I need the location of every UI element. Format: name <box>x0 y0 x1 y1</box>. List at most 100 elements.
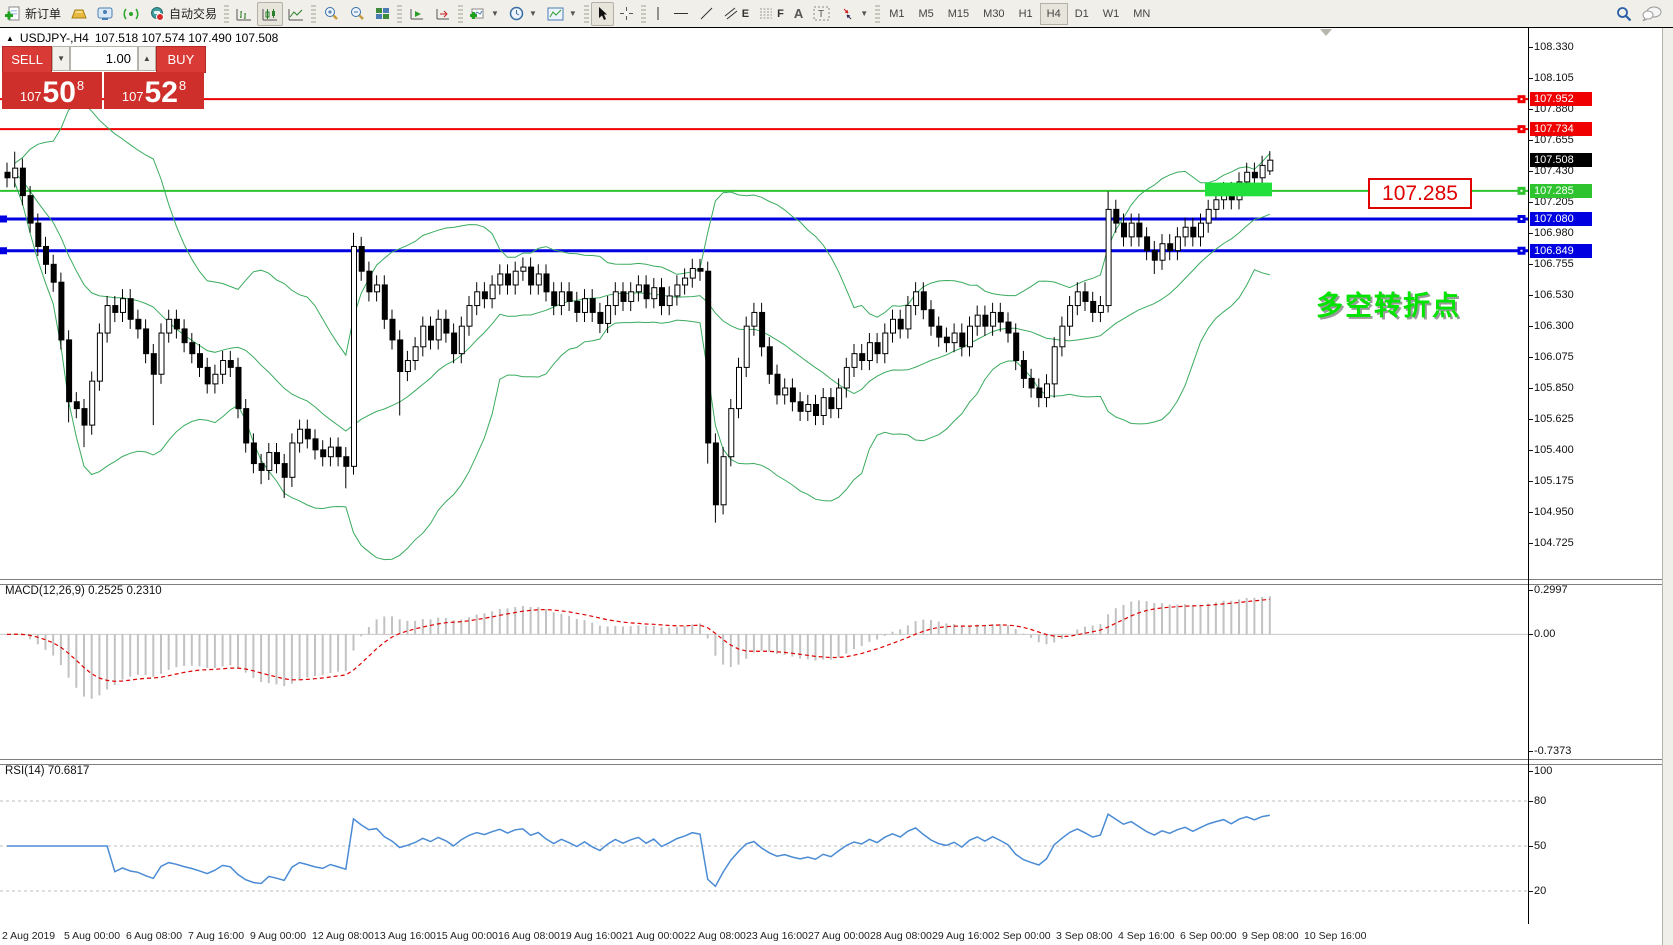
timeframe-button-w1[interactable]: W1 <box>1102 7 1120 20</box>
caret-icon: ▼ <box>491 9 499 18</box>
zoom-out-button[interactable] <box>344 2 370 26</box>
highlight-zone[interactable] <box>1205 182 1272 197</box>
new-chart-dropdown[interactable]: ▼ <box>465 2 504 26</box>
sell-quote[interactable]: 107 50 8 <box>2 72 102 109</box>
auto-scroll-icon <box>410 8 424 19</box>
text-label-button[interactable]: T <box>808 2 835 26</box>
market-button[interactable] <box>66 2 92 26</box>
axis-tick-mark <box>1528 170 1533 172</box>
chat-button[interactable] <box>1637 2 1667 26</box>
level-price-label: 107.952 <box>1530 92 1592 107</box>
trendline-button[interactable] <box>694 2 719 26</box>
autotrade-button[interactable]: 自动交易 <box>144 2 222 26</box>
date-axis[interactable]: 2 Aug 2019 5 Aug 00:00 6 Aug 08:00 7 Aug 16… <box>0 924 1662 945</box>
signals-button[interactable] <box>118 2 144 26</box>
macd-signal-line <box>6 598 1270 682</box>
panel-separator[interactable] <box>0 759 1662 765</box>
crosshair-button[interactable] <box>614 2 639 26</box>
panel-separator[interactable] <box>0 579 1662 585</box>
community-button[interactable] <box>92 2 118 26</box>
sell-button[interactable]: SELL <box>2 46 53 73</box>
candle-body <box>428 325 434 341</box>
timeframe-button-d1[interactable]: D1 <box>1074 7 1089 20</box>
collapse-icon[interactable]: ▲ <box>6 33 14 43</box>
candle-body <box>412 346 419 362</box>
toolbar-handle[interactable] <box>583 4 589 23</box>
candle-body <box>874 342 881 355</box>
candle-body <box>43 245 49 265</box>
sell-price-sup: 8 <box>76 78 85 93</box>
axis-tick-label: 107.430 <box>1534 164 1574 177</box>
toolbar-handle[interactable] <box>397 4 403 23</box>
period-dropdown[interactable]: ▼ <box>504 2 542 26</box>
candle-body <box>897 318 904 330</box>
toolbar-handle[interactable] <box>458 4 464 23</box>
candle-body <box>397 339 404 373</box>
timeframe-button-m5[interactable]: M5 <box>918 7 934 20</box>
fibonacci-button[interactable]: F <box>754 2 789 26</box>
level-handle[interactable] <box>0 215 7 223</box>
candle-body <box>420 325 427 348</box>
candle-body <box>481 291 488 300</box>
template-dropdown[interactable]: ▼ <box>542 2 582 26</box>
auto-scroll-button[interactable] <box>404 2 430 26</box>
level-handle-dot <box>1520 217 1523 220</box>
vertical-line-button[interactable] <box>648 2 668 26</box>
price-callout[interactable]: 107.285 <box>1368 178 1472 209</box>
axis-tick-label: 105.850 <box>1534 382 1574 394</box>
channel-button[interactable]: E <box>719 2 754 26</box>
bar-chart-button[interactable] <box>231 2 257 26</box>
timeframe-button-m30[interactable]: M30 <box>983 7 1005 20</box>
candle-body <box>451 332 458 355</box>
search-button[interactable] <box>1611 2 1637 26</box>
candle-body <box>312 438 319 451</box>
candle-body <box>235 366 242 410</box>
toolbar-handle[interactable] <box>640 4 646 23</box>
chart-annotation[interactable]: 多空转折点 <box>1316 291 1461 321</box>
rsi-canvas[interactable] <box>0 763 1528 921</box>
timeframe-button-h1[interactable]: H1 <box>1018 7 1033 20</box>
candle-body <box>659 287 665 307</box>
candle-body <box>81 408 88 426</box>
zoom-in-button[interactable] <box>318 2 344 26</box>
new-order-button[interactable]: 新订单 <box>0 2 66 26</box>
chart-shift-marker[interactable] <box>1320 29 1332 36</box>
candle-body <box>574 300 581 313</box>
level-handle[interactable] <box>0 247 7 255</box>
toolbar-handle[interactable] <box>224 4 230 23</box>
buy-button[interactable]: BUY <box>155 46 206 73</box>
date-label: 29 Aug 16:00 <box>932 930 994 942</box>
arrows-dropdown[interactable]: ▼ <box>835 2 873 26</box>
main-toolbar: 新订单 <box>0 0 1673 28</box>
toolbar-handle[interactable] <box>875 4 881 23</box>
cursor-button[interactable] <box>590 1 614 26</box>
macd-canvas[interactable] <box>0 583 1528 759</box>
macd-axis-min: -0.7373 <box>1534 745 1572 757</box>
tile-windows-button[interactable] <box>370 2 395 26</box>
volume-input[interactable] <box>70 46 138 71</box>
gold-icon <box>71 9 87 18</box>
main-chart-canvas[interactable] <box>0 28 1528 579</box>
timeframe-button-h4[interactable]: H4 <box>1039 2 1068 25</box>
chart-shift-button[interactable] <box>430 2 456 26</box>
timeframe-button-mn[interactable]: MN <box>1133 7 1151 20</box>
volume-increase-button[interactable]: ▲ <box>138 46 156 71</box>
buy-quote[interactable]: 107 52 8 <box>104 72 204 109</box>
timeframe-button-m15[interactable]: M15 <box>947 7 970 20</box>
candle-body <box>1205 208 1212 224</box>
axis-tick-label: 104.950 <box>1534 505 1574 518</box>
volume-decrease-button[interactable]: ▼ <box>52 46 70 71</box>
candle-body <box>1267 159 1274 172</box>
text-button[interactable]: A <box>789 2 808 26</box>
timeframe-button-m1[interactable]: M1 <box>889 7 905 20</box>
toolbar-handle[interactable] <box>311 4 317 23</box>
trendline-icon <box>700 7 713 20</box>
axis-tick-label: 106.300 <box>1534 320 1574 333</box>
line-chart-button[interactable] <box>283 2 309 26</box>
candlestick-button[interactable] <box>257 1 284 26</box>
candle-body <box>4 171 11 179</box>
level-price-label: 107.734 <box>1530 122 1592 137</box>
horizontal-line-button[interactable] <box>668 2 694 26</box>
axis-tick-mark <box>1528 891 1533 892</box>
rsi-line <box>7 812 1270 888</box>
